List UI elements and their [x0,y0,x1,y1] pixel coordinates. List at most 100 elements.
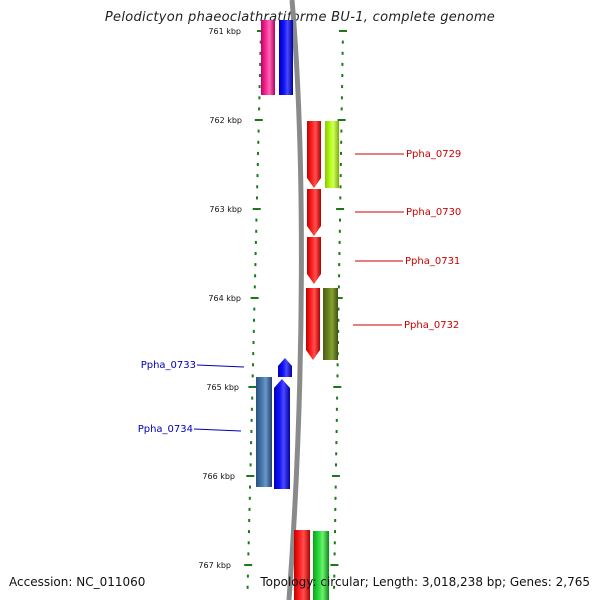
track-dot [333,574,336,578]
track-dot [259,62,262,66]
track-dot [252,329,255,333]
major-tick [244,564,253,566]
gene-ppha-0729[interactable] [307,121,321,188]
track-dot [340,140,343,144]
track-dot [251,396,254,400]
feature-olive [323,288,338,360]
feature-steel [256,377,272,487]
track-dot [250,441,253,445]
track-dot [259,51,262,55]
track-dot [248,507,251,511]
scale-tick-label: 761 kbp [208,27,241,36]
track-dot [333,585,336,589]
track-dot [335,452,338,456]
track-dot [246,574,249,578]
scale-tick-label: 765 kbp [206,383,239,392]
major-tick [339,30,347,32]
track-dot [246,585,249,589]
major-tick [254,119,263,121]
track-dot [249,485,251,489]
track-dot [256,185,259,189]
track-dot [335,441,338,445]
track-dot [338,229,341,233]
track-dot [253,307,256,311]
scale-tick-label: 763 kbp [209,205,242,214]
major-tick [248,386,257,388]
track-dot [255,218,258,222]
track-dot [337,285,340,289]
track-dot [338,263,341,267]
track-dot [339,196,342,200]
genome-backbone [286,0,304,600]
gene-label-ppha-0729[interactable]: Ppha_0729 [406,149,461,160]
track-dot [250,407,253,411]
gene-ppha-0734[interactable] [274,379,290,489]
track-dot [339,163,342,166]
track-dot [250,418,253,422]
track-dot [256,196,258,200]
partial-gene-blue [279,20,293,95]
major-tick [337,119,346,121]
gene-label-ppha-0730[interactable]: Ppha_0730 [406,207,461,218]
track-dot [248,496,251,500]
track-dot [341,62,344,66]
partial-gene-pink [261,20,275,95]
track-dot [258,74,261,77]
track-dot [334,496,337,500]
track-dot [334,519,337,522]
major-tick [331,475,340,477]
gene-label-ppha-0734[interactable]: Ppha_0734 [138,424,193,435]
track-dot [247,552,250,556]
track-dot [257,151,259,155]
track-dot [336,396,339,400]
gene-ppha-0733[interactable] [278,358,292,377]
major-tick [246,475,255,477]
track-dot [336,363,339,367]
track-dot [256,163,259,166]
major-tick [333,386,342,388]
track-dot [254,274,257,278]
track-dot [335,463,337,467]
track-dot [248,530,250,534]
major-tick [336,208,345,210]
track-dot [335,430,338,433]
gene-label-ppha-0731[interactable]: Ppha_0731 [405,256,460,267]
major-tick [250,297,259,299]
leader-line-ppha-0733 [196,364,245,368]
track-dot [338,274,341,278]
gene-ppha-0730[interactable] [307,189,321,236]
accession-label: Accession: NC_011060 [9,575,146,589]
track-dot [333,541,336,545]
track-dot [337,318,340,322]
track-dot [334,485,337,489]
gene-label-ppha-0733[interactable]: Ppha_0733 [141,360,196,371]
leader-line-ppha-0734 [193,428,242,432]
track-dot [340,151,342,155]
track-dot [339,185,342,189]
gene-ppha-0731[interactable] [307,237,321,284]
page-title: Pelodictyon phaeoclathratiforme BU-1, co… [104,10,496,25]
scale-tick-label: 762 kbp [209,116,242,125]
track-dot [333,552,336,556]
track-dot [249,452,252,456]
gene-label-ppha-0732[interactable]: Ppha_0732 [404,320,459,331]
track-dot [254,252,257,255]
track-dot [340,107,343,111]
track-dot [335,418,338,422]
track-dot [259,40,262,44]
track-dot [335,407,338,411]
track-dot [251,374,254,378]
track-dot [334,530,336,534]
track-dot [254,263,257,267]
track-dot [250,430,253,433]
topology-info: Topology: circular; Length: 3,018,238 bp… [260,575,590,589]
track-dot [256,174,259,178]
track-dot [337,329,340,333]
partial-gene-green-bottom [313,531,329,600]
track-dot [341,85,344,89]
feature-lime [325,121,339,188]
gene-ppha-0732[interactable] [306,288,320,360]
track-dot [249,463,252,467]
track-dot [337,307,340,311]
